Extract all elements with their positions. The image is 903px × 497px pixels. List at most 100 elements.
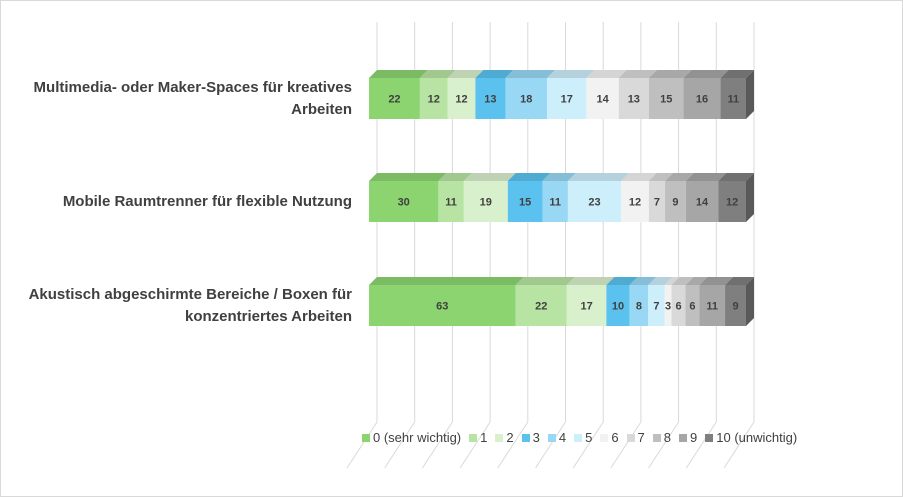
category-label-line: Arbeiten [291, 100, 352, 118]
bar-segment [586, 78, 619, 119]
data-label: 8 [636, 301, 642, 313]
bar-top-face [671, 277, 694, 285]
data-label: 12 [629, 197, 641, 209]
category-label-line: Akustisch abgeschirmte Bereiche / Boxen … [28, 285, 352, 303]
legend-label: 2 [506, 430, 514, 445]
data-label: 17 [580, 301, 592, 313]
bar-top-face [648, 173, 674, 181]
bar-top-face [463, 173, 516, 181]
bar-segment [369, 78, 420, 119]
legend-swatch [469, 433, 478, 442]
bar-side-face [746, 277, 754, 326]
bar-segment [664, 285, 672, 326]
gridline-floor [572, 421, 604, 469]
bar-segment [685, 181, 719, 222]
data-label: 13 [628, 94, 640, 106]
bar-side-face [746, 70, 754, 119]
bar-top-face [542, 173, 576, 181]
data-label: 11 [445, 197, 457, 209]
legend-item: 3 [521, 430, 540, 445]
legend-item: 0 (sehr wichtig) [362, 430, 461, 445]
data-label: 19 [480, 197, 492, 209]
legend-swatch [574, 433, 583, 442]
data-label: 7 [653, 301, 659, 313]
bar-segment [725, 285, 746, 326]
bar-top-face [685, 277, 708, 285]
data-label: 7 [654, 197, 660, 209]
data-label: 18 [520, 94, 532, 106]
bar-segment [648, 285, 665, 326]
bar-segment [463, 181, 508, 222]
bar-top-face [447, 70, 484, 78]
legend-item: 4 [547, 430, 567, 445]
data-label: 11 [727, 94, 739, 106]
bar-top-face [369, 277, 524, 285]
category-label-line: konzentriertes Arbeiten [185, 307, 352, 325]
bar-top-face [621, 173, 657, 181]
chart-legend: 0 (sehr wichtig) 1 2 3 4 5 6 7 8 9 10 (unwichtig) [362, 430, 797, 445]
gridline-floor [384, 421, 416, 469]
bar-top-face [515, 277, 575, 285]
bar-top-face [665, 173, 694, 181]
bar-top-face [547, 70, 595, 78]
data-label: 3 [665, 301, 671, 313]
bar-segment [369, 181, 439, 222]
data-label: 6 [675, 301, 681, 313]
category-label: Akustisch abgeschirmte Bereiche / Boxen … [0, 284, 352, 328]
bar-top-face [718, 173, 754, 181]
bar-top-face [567, 173, 630, 181]
bar-segment [648, 181, 666, 222]
bar-segment [671, 285, 686, 326]
gridline-floor [723, 421, 755, 469]
legend-item: 2 [495, 430, 514, 445]
bar-segment [685, 285, 700, 326]
data-label: 9 [732, 301, 738, 313]
gridline-floor [648, 421, 680, 469]
bar-segment [475, 78, 506, 119]
bar-top-face [618, 70, 657, 78]
legend-label: 4 [558, 430, 567, 445]
legend-label: 1 [480, 430, 488, 445]
bar-top-face [685, 173, 727, 181]
bar-segment [447, 78, 476, 119]
bar-top-face [664, 277, 680, 285]
legend-item: 10 (unwichtig) [705, 430, 797, 445]
legend-swatch [600, 433, 609, 442]
gridline-floor [459, 421, 491, 469]
bar-segment [507, 181, 543, 222]
data-label: 13 [484, 94, 496, 106]
legend-swatch [679, 433, 688, 442]
data-label: 16 [696, 94, 708, 106]
gridline-floor [497, 421, 529, 469]
bar-top-face [606, 277, 638, 285]
legend-label: 7 [637, 430, 645, 445]
bar-top-face [683, 70, 729, 78]
bar-top-face [369, 70, 428, 78]
data-label: 12 [455, 94, 467, 106]
category-label-line: Mobile Raumtrenner für flexible Nutzung [62, 192, 352, 210]
bar-segment [718, 181, 746, 222]
bar-top-face [720, 70, 754, 78]
legend-swatch [547, 433, 556, 442]
data-label: 22 [535, 301, 547, 313]
data-label: 6 [689, 301, 695, 313]
legend-label: 6 [611, 430, 619, 445]
legend-label: 5 [585, 430, 593, 445]
data-label: 15 [519, 197, 531, 209]
bar-top-face [648, 70, 692, 78]
gridline-floor [610, 421, 642, 469]
bar-top-face [475, 70, 514, 78]
bar-segment [629, 285, 649, 326]
bar-top-face [419, 70, 456, 78]
gridline-floor [535, 421, 566, 469]
legend-swatch [521, 433, 530, 442]
bar-segment [567, 181, 622, 222]
bar-segment [515, 285, 567, 326]
legend-item: 8 [652, 430, 671, 445]
bar-segment [618, 78, 649, 119]
legend-label: 9 [690, 430, 698, 445]
data-label: 15 [660, 94, 672, 106]
bar-side-face [746, 173, 754, 222]
bar-segment [606, 285, 630, 326]
data-label: 30 [398, 197, 410, 209]
